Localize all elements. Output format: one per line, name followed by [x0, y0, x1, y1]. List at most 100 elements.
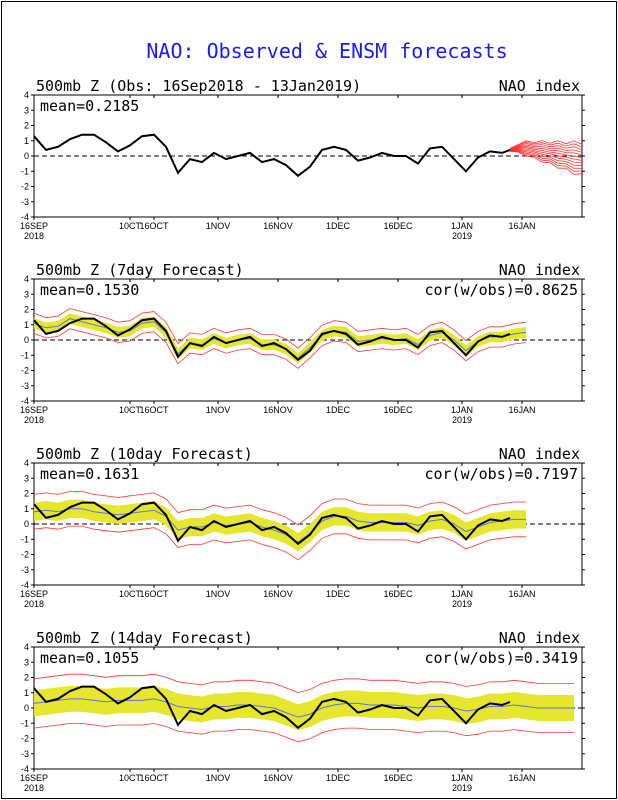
- y-tick-label: 0: [24, 151, 29, 161]
- y-tick-label: -2: [21, 550, 29, 560]
- forecast-member-line: [509, 145, 583, 156]
- x-tick-label: 1NOV: [206, 221, 231, 231]
- y-tick-label: -4: [21, 580, 29, 590]
- panel-ylabel: NAO index: [499, 77, 580, 95]
- y-tick-label: -3: [21, 381, 29, 391]
- y-tick-label: -3: [21, 197, 29, 207]
- x-tick-label: 16OCT: [139, 773, 169, 783]
- observed-line: [33, 685, 511, 730]
- x-tick-year: 2018: [24, 415, 44, 425]
- forecast-member-line: [509, 141, 583, 150]
- x-tick-year: 2019: [452, 231, 472, 241]
- y-tick-label: -2: [21, 182, 29, 192]
- y-tick-label: 2: [24, 305, 29, 315]
- x-tick-label: 1JAN: [451, 405, 473, 415]
- x-tick-label: 16DEC: [383, 589, 413, 599]
- y-tick-label: 4: [24, 642, 29, 652]
- ensemble-max-line: [33, 490, 526, 526]
- panel-d14: 500mb Z (14day Forecast) NAO index 4 3 2 1 0 -1…: [20, 629, 585, 793]
- mean-label: mean=0.1631: [40, 465, 139, 483]
- panel-title: 500mb Z (7day Forecast): [36, 261, 244, 279]
- panel-obs: 500mb Z (Obs: 16Sep2018 - 13Jan2019) NAO …: [20, 77, 585, 241]
- x-tick-label: 16OCT: [139, 221, 169, 231]
- ensemble-range-band: [34, 685, 574, 731]
- y-tick-label: -3: [21, 565, 29, 575]
- panel-title: 500mb Z (10day Forecast): [36, 445, 253, 463]
- y-tick-label: -4: [21, 396, 29, 406]
- y-tick-label: 3: [24, 105, 29, 115]
- x-tick-label: 16NOV: [263, 221, 293, 231]
- y-tick-label: 1: [24, 504, 29, 514]
- x-tick-year: 2018: [24, 599, 44, 609]
- x-tick-label: 1DEC: [326, 589, 351, 599]
- forecast-member-line: [509, 140, 583, 149]
- ensemble-min-line: [33, 723, 574, 743]
- forecast-member-line: [509, 143, 583, 151]
- panel-ylabel: NAO index: [499, 629, 580, 647]
- x-tick-label: 1DEC: [326, 773, 351, 783]
- ensemble-max-line: [33, 308, 527, 349]
- x-tick-label: 16NOV: [263, 589, 293, 599]
- y-tick-label: -3: [21, 749, 29, 759]
- ensemble-mean-line: [33, 508, 526, 543]
- x-tick-label: 1JAN: [451, 221, 473, 231]
- ensemble-range-band: [34, 499, 526, 552]
- y-tick-label: 0: [24, 335, 29, 345]
- ensemble-min-line: [33, 328, 527, 369]
- x-tick-label: 1NOV: [206, 773, 231, 783]
- panel-title: 500mb Z (Obs: 16Sep2018 - 13Jan2019): [36, 77, 361, 95]
- y-tick-label: 2: [24, 121, 29, 131]
- x-tick-label: 1DEC: [326, 221, 351, 231]
- y-tick-label: 3: [24, 289, 29, 299]
- forecast-member-line: [509, 150, 583, 169]
- x-tick-label: 10CT: [119, 589, 142, 599]
- y-tick-label: 0: [24, 519, 29, 529]
- y-tick-label: 4: [24, 274, 29, 284]
- x-tick-label: 16SEP: [20, 773, 48, 783]
- y-tick-label: -1: [21, 350, 29, 360]
- y-tick-label: -1: [21, 166, 29, 176]
- y-tick-label: -4: [21, 212, 29, 222]
- correlation-label: cor(w/obs)=0.3419: [424, 649, 578, 667]
- y-tick-label: 1: [24, 320, 29, 330]
- panel-ylabel: NAO index: [499, 445, 580, 463]
- y-tick-label: 2: [24, 673, 29, 683]
- x-tick-label: 16OCT: [139, 589, 169, 599]
- x-tick-label: 10CT: [119, 405, 142, 415]
- panel-ylabel: NAO index: [499, 261, 580, 279]
- x-tick-label: 1DEC: [326, 405, 351, 415]
- x-tick-year: 2019: [452, 783, 472, 793]
- x-tick-label: 1JAN: [451, 589, 473, 599]
- y-tick-label: 3: [24, 657, 29, 667]
- x-tick-label: 16DEC: [383, 221, 413, 231]
- ensemble-range-band: [34, 313, 526, 364]
- chart-title: NAO: Observed & ENSM forecasts: [146, 39, 507, 63]
- y-tick-label: 1: [24, 688, 29, 698]
- correlation-label: cor(w/obs)=0.8625: [424, 281, 578, 299]
- x-tick-label: 16JAN: [508, 405, 535, 415]
- forecast-member-line: [509, 149, 583, 167]
- x-tick-year: 2019: [452, 599, 472, 609]
- observed-line: [33, 133, 511, 178]
- ensemble-max-line: [33, 673, 574, 693]
- y-tick-label: -2: [21, 366, 29, 376]
- x-tick-year: 2019: [452, 415, 472, 425]
- y-tick-label: 2: [24, 489, 29, 499]
- panel-d10: 500mb Z (10day Forecast) NAO index 4 3 2 1 0 -1…: [20, 445, 585, 609]
- ensemble-min-line: [33, 525, 526, 561]
- x-tick-label: 16JAN: [508, 773, 535, 783]
- x-tick-year: 2018: [24, 231, 44, 241]
- x-tick-label: 16DEC: [383, 405, 413, 415]
- x-tick-label: 16NOV: [263, 405, 293, 415]
- x-tick-label: 16DEC: [383, 773, 413, 783]
- y-tick-label: 0: [24, 703, 29, 713]
- y-tick-label: 1: [24, 136, 29, 146]
- forecast-member-line: [509, 148, 583, 164]
- x-tick-label: 16SEP: [20, 589, 48, 599]
- forecast-member-line: [509, 147, 583, 159]
- y-tick-label: 4: [24, 458, 29, 468]
- y-tick-label: 4: [24, 90, 29, 100]
- y-tick-label: -1: [21, 718, 29, 728]
